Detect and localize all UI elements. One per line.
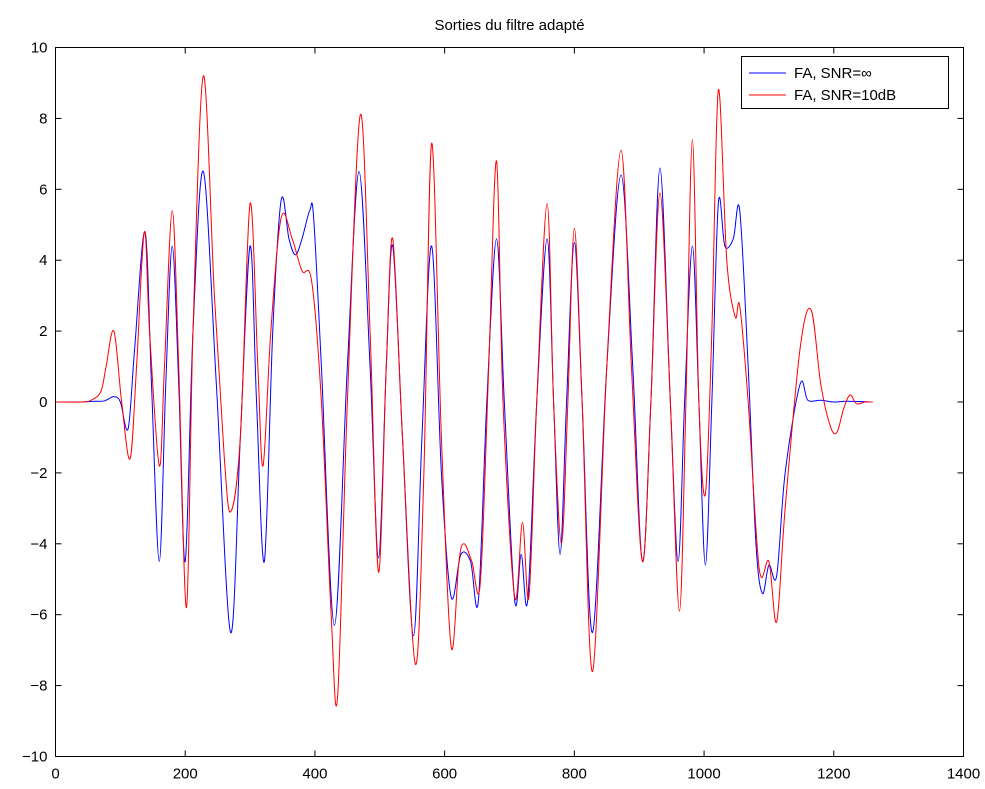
x-tick-label: 1200 [817,766,850,783]
y-tick-label: −2 [30,465,47,482]
series-line-snr-10db [55,75,873,707]
x-tick-label: 200 [173,766,198,783]
x-tick-label: 600 [432,766,457,783]
legend-label-snr-inf: FA, SNR=∞ [794,65,872,82]
legend-label-snr-10db: FA, SNR=10dB [794,87,896,104]
y-tick-label: 2 [39,323,47,340]
y-tick-label: 10 [31,40,48,57]
x-tick-label: 1000 [687,766,720,783]
x-tick-label: 0 [51,766,59,783]
series-lines [55,75,873,707]
y-tick-label: 8 [39,110,47,127]
x-tick-label: 400 [302,766,327,783]
y-tick-label: −4 [30,536,47,553]
axis-ticks: 0 200 400 600 800 1000 1200 1400 −10 −8 −6 −4 −2 0 2 4 6… [22,40,980,783]
legend-box [741,56,949,109]
chart-title: Sorties du filtre adapté [434,17,584,34]
y-tick-label: −10 [22,749,47,766]
x-tick-label: 1400 [947,766,980,783]
y-tick-label: −8 [30,678,47,695]
plot-area [55,47,964,757]
x-tick-label: 800 [562,766,587,783]
y-tick-label: 0 [39,394,47,411]
y-tick-label: −6 [30,607,47,624]
y-tick-label: 4 [39,252,47,269]
y-tick-label: 6 [39,181,47,198]
legend: FA, SNR=∞ FA, SNR=10dB [741,56,949,109]
